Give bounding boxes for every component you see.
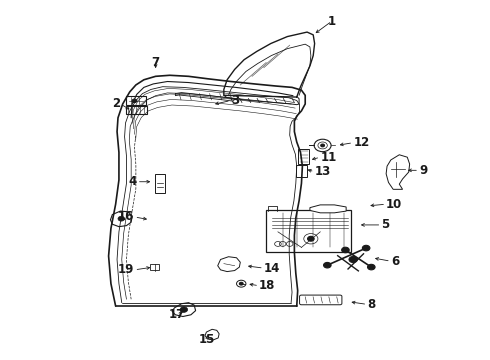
Polygon shape (218, 257, 240, 271)
Circle shape (308, 236, 314, 241)
Circle shape (349, 256, 357, 262)
Text: 5: 5 (381, 219, 390, 231)
Polygon shape (205, 329, 219, 340)
Circle shape (342, 247, 349, 253)
Text: 17: 17 (169, 308, 185, 321)
Text: 8: 8 (368, 298, 375, 311)
FancyBboxPatch shape (266, 210, 351, 252)
Circle shape (351, 258, 355, 261)
Text: 19: 19 (118, 264, 134, 276)
Text: 9: 9 (419, 164, 427, 177)
FancyBboxPatch shape (125, 107, 147, 114)
Text: 13: 13 (315, 165, 331, 178)
FancyBboxPatch shape (150, 264, 159, 270)
FancyBboxPatch shape (299, 295, 342, 305)
Text: 2: 2 (112, 98, 121, 111)
Text: 12: 12 (353, 136, 369, 149)
FancyBboxPatch shape (296, 165, 307, 177)
Polygon shape (310, 205, 346, 213)
Text: 16: 16 (118, 211, 134, 224)
Text: 4: 4 (128, 175, 137, 188)
Circle shape (239, 282, 243, 285)
Circle shape (118, 216, 124, 221)
Text: 3: 3 (231, 94, 239, 107)
Text: 15: 15 (199, 333, 216, 346)
FancyBboxPatch shape (155, 174, 165, 193)
Circle shape (368, 264, 375, 270)
Circle shape (323, 262, 331, 268)
FancyBboxPatch shape (298, 149, 310, 164)
Polygon shape (110, 211, 132, 227)
Circle shape (132, 99, 137, 103)
Circle shape (180, 307, 188, 312)
Text: 18: 18 (259, 279, 275, 292)
Circle shape (363, 245, 370, 251)
Text: 6: 6 (391, 255, 399, 268)
Circle shape (321, 144, 324, 147)
Text: 7: 7 (151, 56, 160, 69)
Text: 1: 1 (328, 14, 336, 27)
Text: 14: 14 (264, 262, 280, 275)
Polygon shape (386, 155, 410, 189)
Polygon shape (172, 303, 196, 316)
FancyBboxPatch shape (126, 96, 146, 105)
Text: 11: 11 (320, 151, 337, 164)
Text: 10: 10 (386, 198, 402, 211)
